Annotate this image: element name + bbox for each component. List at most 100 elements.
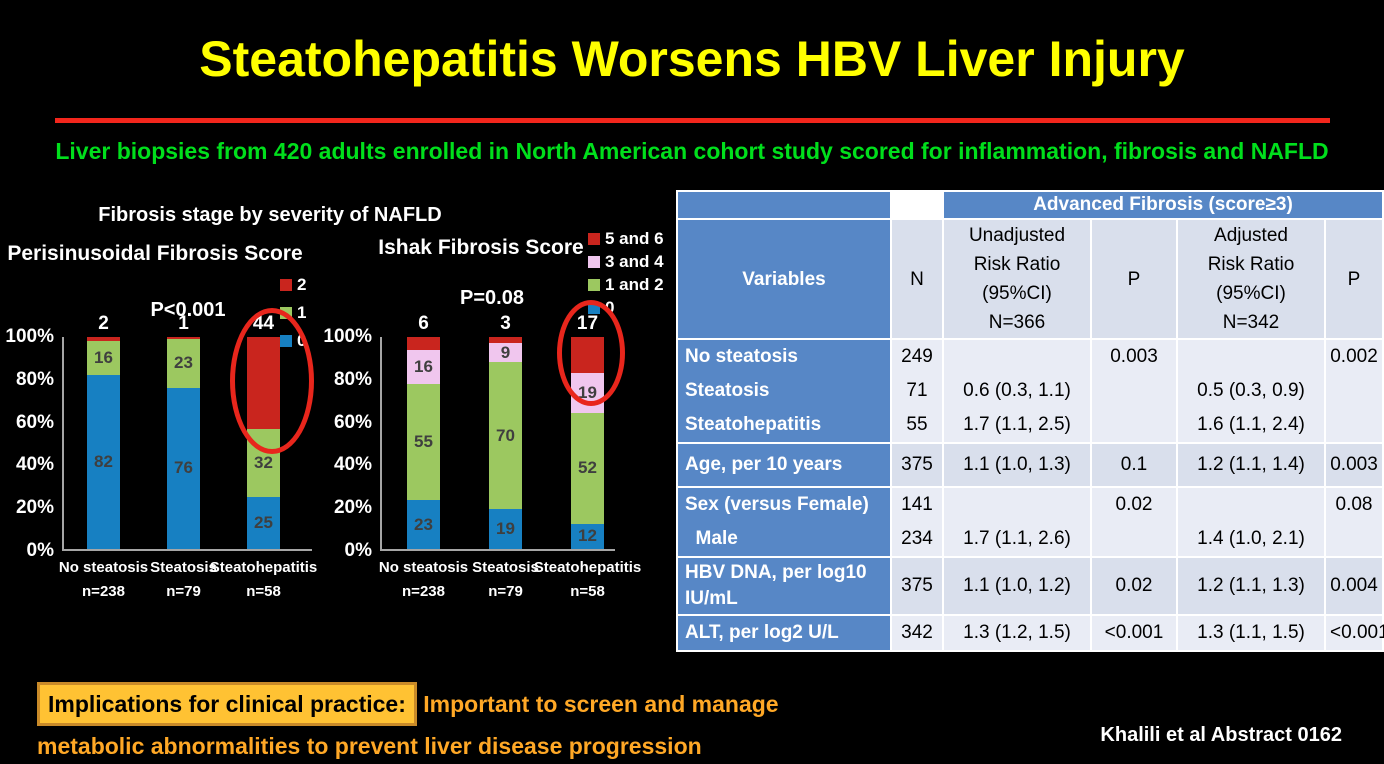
cell-n: 249 71 55 <box>892 340 942 442</box>
results-table: Advanced Fibrosis (score≥3) Variables N … <box>676 190 1384 652</box>
bar-segment: 16 <box>87 341 120 376</box>
p-value-left: P<0.001 <box>150 299 226 321</box>
table-row: ALT, per log2 U/L 342 1.3 (1.2, 1.5) <0.… <box>678 616 1384 650</box>
category-label: Steatosis n=79 <box>150 559 217 600</box>
table-span-header: Advanced Fibrosis (score≥3) <box>944 192 1382 218</box>
legend-swatch <box>588 233 600 245</box>
cell-variable: ALT, per log2 U/L <box>678 616 890 650</box>
cell-p2: <0.001 <box>1326 616 1384 650</box>
table-row: Age, per 10 years 375 1.1 (1.0, 1.3) 0.1… <box>678 444 1382 486</box>
stacked-bar: 3 9 70 19 <box>489 313 522 549</box>
cell-p1: 0.02 <box>1092 488 1176 556</box>
bar-segment <box>407 337 440 350</box>
cell-p1: 0.1 <box>1092 444 1176 486</box>
bar-segment: 70 <box>489 362 522 510</box>
y-tick-label: 20% <box>333 497 372 519</box>
bar-top-label: 2 <box>98 313 109 334</box>
cell-p2: 0.003 <box>1326 444 1382 486</box>
y-tick-label: 80% <box>333 368 372 390</box>
bar-top-label: 6 <box>418 313 429 334</box>
col-header-adjusted: Adjusted Risk Ratio (95%CI) N=342 <box>1178 220 1324 338</box>
table-row: No steatosis Steatosis Steatohepatitis 2… <box>678 340 1382 442</box>
bar-segment: 25 <box>247 496 280 549</box>
category-label: Steatohepatitis n=58 <box>209 559 318 600</box>
bar-segment: 16 <box>407 349 440 384</box>
table-row: HBV DNA, per log10 IU/mL 375 1.1 (1.0, 1… <box>678 558 1382 614</box>
bar-segment: 9 <box>489 343 522 363</box>
bar-segment <box>87 337 120 342</box>
legend-swatch <box>280 279 292 291</box>
right-chart-title: Ishak Fibrosis Score <box>378 236 584 259</box>
cell-adjusted: 0.5 (0.3, 0.9) 1.6 (1.1, 2.4) <box>1178 340 1324 442</box>
category-label: Steatosis n=79 <box>472 559 539 600</box>
page-title: Steatohepatitis Worsens HBV Liver Injury <box>199 31 1185 87</box>
cell-variable: Age, per 10 years <box>678 444 890 486</box>
y-tick-label: 40% <box>15 454 54 476</box>
implications-rest1: Important to screen and manage <box>423 691 779 717</box>
red-divider-line <box>55 118 1330 123</box>
implications-text: Implications for clinical practice: Impo… <box>37 682 997 764</box>
left-chart-title: Perisinusoidal Fibrosis Score <box>7 242 303 265</box>
stacked-bar: 2 16 82 <box>87 313 120 549</box>
stacked-bar: 1 23 76 <box>167 313 200 549</box>
col-header-p2: P <box>1326 220 1382 338</box>
table-row: Sex (versus Female) Male 141 234 1.7 (1.… <box>678 488 1382 556</box>
implications-line1: Implications for clinical practice: Impo… <box>37 682 997 726</box>
legend-label: 1 and 2 <box>605 275 664 294</box>
col-header-p1: P <box>1092 220 1176 338</box>
col-header-variables: Variables <box>678 220 890 338</box>
bar-segment <box>167 337 200 340</box>
cell-p2: 0.08 <box>1326 488 1382 556</box>
legend-label: 1 <box>297 303 307 322</box>
cell-adjusted: 1.2 (1.1, 1.4) <box>1178 444 1324 486</box>
category-label: Steatohepatitis n=58 <box>533 559 642 600</box>
cell-n: 375 <box>892 444 942 486</box>
bar-segment <box>489 337 522 344</box>
bar-segment: 23 <box>167 339 200 388</box>
col-header-unadjusted: Unadjusted Risk Ratio (95%CI) N=366 <box>944 220 1090 338</box>
legend-item: 1 and 2 <box>588 276 664 294</box>
y-tick-label: 80% <box>15 368 54 390</box>
bar-top-label: 3 <box>500 313 511 334</box>
table-corner-cell <box>678 192 890 218</box>
bar-segment: 23 <box>407 500 440 549</box>
category-label: No steatosis n=238 <box>378 559 469 600</box>
p-value-right: P=0.08 <box>460 287 524 309</box>
y-tick-label: 60% <box>15 411 54 433</box>
cell-unadjusted: 1.7 (1.1, 2.6) <box>944 488 1090 556</box>
cell-p1: 0.02 <box>1092 558 1176 614</box>
cell-unadjusted: 1.3 (1.2, 1.5) <box>944 616 1090 650</box>
stacked-bar: 6 16 55 23 <box>407 313 440 549</box>
cell-p2: 0.004 <box>1326 558 1382 614</box>
bar-top-label: 1 <box>178 313 189 334</box>
cell-adjusted: 1.2 (1.1, 1.3) <box>1178 558 1324 614</box>
y-axis-ticks: 100% 80% 60% 40% 20% 0% <box>5 326 62 561</box>
chart-plot: 6 16 55 23 No steatosis n=238 3 9 70 19 Steatosis… <box>379 313 641 600</box>
cell-unadjusted: 1.1 (1.0, 1.3) <box>944 444 1090 486</box>
y-tick-label: 100% <box>5 326 54 347</box>
bar-segment: 19 <box>489 509 522 549</box>
cell-p2: 0.002 <box>1326 340 1382 442</box>
y-axis-ticks: 100% 80% 60% 40% 20% 0% <box>323 326 380 561</box>
cell-adjusted: 1.4 (1.0, 2.1) <box>1178 488 1324 556</box>
subtitle: Liver biopsies from 420 adults enrolled … <box>55 138 1329 164</box>
y-tick-label: 20% <box>15 497 54 519</box>
cell-p1: <0.001 <box>1092 616 1176 650</box>
cell-unadjusted: 0.6 (0.3, 1.1) 1.7 (1.1, 2.5) <box>944 340 1090 442</box>
cell-n: 342 <box>892 616 942 650</box>
table-gap-cell <box>892 192 942 218</box>
highlight-ellipse-left-chart <box>230 308 314 454</box>
bar-segment: 52 <box>571 413 604 524</box>
figure-title: Fibrosis stage by severity of NAFLD <box>98 204 442 226</box>
citation: Khalili et al Abstract 0162 <box>1100 724 1342 746</box>
cell-variable: HBV DNA, per log10 IU/mL <box>678 558 890 614</box>
highlight-ellipse-right-chart <box>557 300 625 406</box>
y-tick-label: 40% <box>333 454 372 476</box>
y-tick-label: 0% <box>344 540 372 561</box>
cell-unadjusted: 1.1 (1.0, 1.2) <box>944 558 1090 614</box>
y-tick-label: 60% <box>333 411 372 433</box>
y-tick-label: 100% <box>323 326 372 347</box>
bar-segment: 55 <box>407 383 440 501</box>
legend-item: 3 and 4 <box>588 253 664 271</box>
bar-segment: 76 <box>167 387 200 549</box>
